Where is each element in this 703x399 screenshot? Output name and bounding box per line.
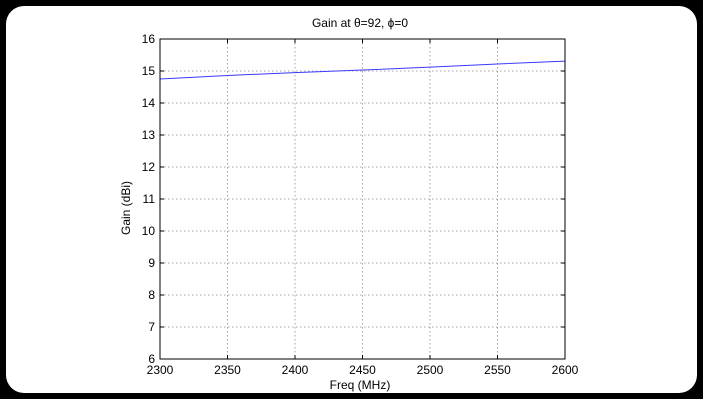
y-axis-label: Gain (dBi) [119, 181, 133, 235]
y-tick-label: 14 [142, 96, 156, 110]
y-tick-label: 7 [148, 320, 155, 334]
grid-lines [160, 39, 565, 359]
series-layer [159, 60, 566, 80]
gain-line-chart: Gain at θ=92, ϕ=0 Freq (MHz) Gain (dBi) … [119, 16, 579, 392]
y-tick-label: 13 [142, 128, 156, 142]
y-tick-label: 15 [142, 64, 156, 78]
y-tick-label: 6 [148, 352, 155, 366]
x-tick-label: 2300 [147, 363, 174, 377]
y-tick-label: 11 [143, 192, 156, 206]
x-axis-label: Freq (MHz) [330, 378, 391, 392]
axis-ticks: 2300 2350 2400 2450 2500 2550 2600 6 7 8 9 10 11 12 13… [142, 32, 579, 377]
y-tick-label: 10 [142, 224, 156, 238]
x-tick-label: 2600 [552, 363, 579, 377]
gain-series-line [159, 60, 566, 80]
x-tick-label: 2450 [349, 363, 376, 377]
x-tick-label: 2550 [484, 363, 511, 377]
chart-title: Gain at θ=92, ϕ=0 [312, 16, 408, 30]
x-tick-label: 2350 [214, 363, 241, 377]
y-tick-label: 12 [142, 160, 156, 174]
y-tick-label: 16 [142, 32, 156, 46]
chart-frame: Gain at θ=92, ϕ=0 Freq (MHz) Gain (dBi) … [6, 6, 697, 393]
x-tick-label: 2500 [417, 363, 444, 377]
y-tick-label: 9 [148, 256, 155, 270]
y-tick-label: 8 [148, 288, 155, 302]
x-tick-label: 2400 [282, 363, 309, 377]
